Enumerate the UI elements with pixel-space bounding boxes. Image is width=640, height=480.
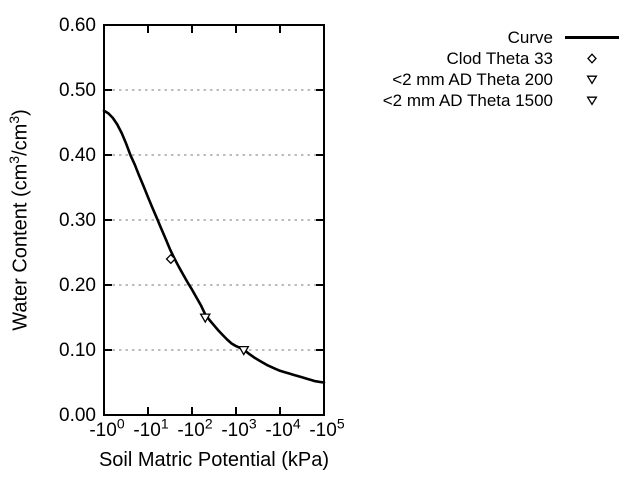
legend-row: <2 mm AD Theta 1500	[340, 90, 621, 111]
x-axis-title: Soil Matric Potential (kPa)	[98, 449, 330, 471]
triangle-down-icon	[586, 96, 598, 106]
y-tick-label: 0.00	[59, 404, 96, 426]
y-tick-label: 0.50	[59, 79, 96, 101]
line-sample-icon	[565, 36, 619, 39]
legend: Curve Clod Theta 33 <2 mm AD Theta 200 <2 m…	[340, 27, 621, 111]
retention-curve	[102, 109, 326, 384]
axis-border	[103, 24, 325, 416]
x-tick-label: -104	[265, 415, 301, 441]
x-tick-label: -100	[89, 415, 125, 441]
y-tick-label: 0.60	[59, 14, 96, 36]
x-tick-label: -101	[133, 415, 169, 441]
legend-label: <2 mm AD Theta 1500	[382, 91, 553, 110]
x-tick-label: -102	[177, 415, 213, 441]
legend-label: Clod Theta 33	[446, 49, 553, 68]
data-point-triangle-down	[199, 313, 211, 324]
y-tick-label: 0.10	[59, 339, 96, 361]
legend-marker-cell	[563, 36, 621, 39]
data-point-diamond	[165, 253, 177, 265]
data-point-triangle-down	[238, 345, 250, 356]
legend-label: <2 mm AD Theta 200	[392, 70, 553, 89]
triangle-down-icon	[586, 75, 598, 85]
legend-marker-cell	[563, 73, 621, 86]
x-tick-label: -103	[221, 415, 257, 441]
y-axis-title: Water Content (cm3/cm3)	[5, 109, 32, 331]
y-tick-label: 0.40	[59, 144, 96, 166]
y-tick-label: 0.30	[59, 209, 96, 231]
legend-marker-cell	[563, 94, 621, 107]
legend-row: <2 mm AD Theta 200	[340, 69, 621, 90]
x-tick-label: -105	[309, 415, 345, 441]
legend-row: Clod Theta 33	[340, 48, 621, 69]
legend-marker-cell	[563, 52, 621, 65]
legend-label: Curve	[507, 28, 553, 47]
y-tick-label: 0.20	[59, 274, 96, 296]
diamond-icon	[587, 53, 597, 64]
legend-row: Curve	[340, 27, 621, 48]
